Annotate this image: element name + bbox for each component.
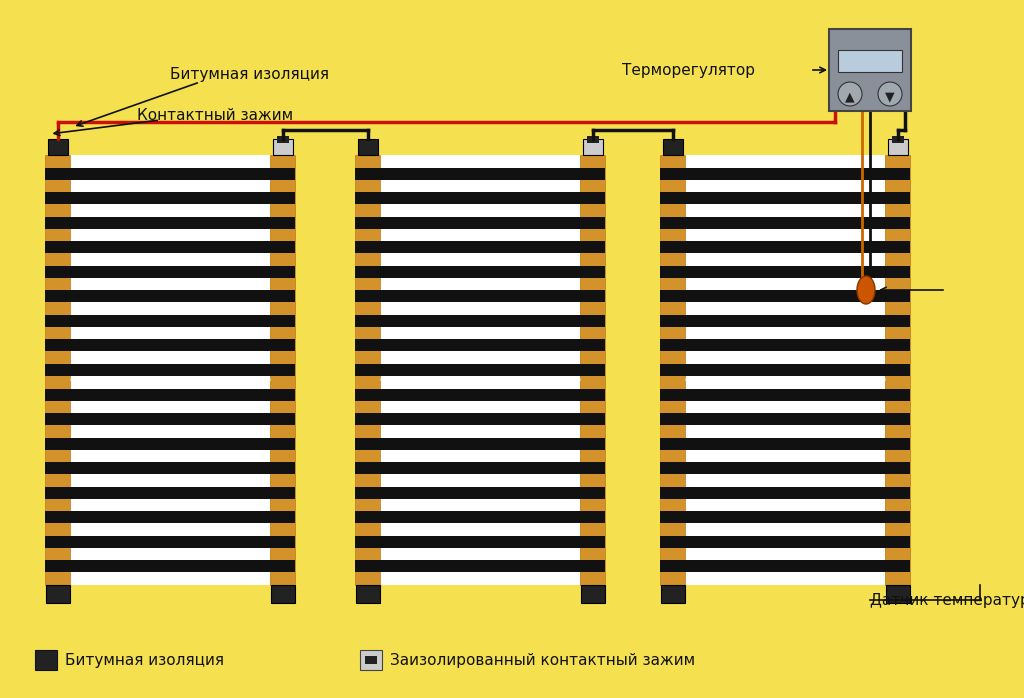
Bar bbox=[660, 438, 910, 450]
Text: Заизолированный контактный зажим: Заизолированный контактный зажим bbox=[390, 653, 695, 667]
Bar bbox=[45, 438, 295, 450]
Bar bbox=[45, 560, 295, 572]
Bar bbox=[355, 192, 605, 204]
Bar bbox=[355, 438, 605, 450]
Bar bbox=[660, 413, 910, 425]
Bar bbox=[660, 290, 910, 302]
Bar bbox=[355, 339, 605, 352]
Bar bbox=[355, 266, 605, 278]
Bar bbox=[45, 364, 295, 376]
Bar bbox=[660, 192, 910, 204]
Bar bbox=[660, 364, 910, 376]
Bar bbox=[365, 656, 377, 664]
Bar bbox=[355, 315, 605, 327]
Bar bbox=[355, 216, 605, 229]
Bar bbox=[685, 155, 885, 585]
Bar bbox=[45, 242, 295, 253]
Bar bbox=[581, 585, 604, 603]
Bar bbox=[587, 136, 598, 143]
Bar bbox=[660, 242, 910, 253]
Bar bbox=[660, 462, 910, 474]
Bar bbox=[660, 512, 910, 524]
FancyBboxPatch shape bbox=[829, 29, 911, 111]
Bar bbox=[660, 168, 910, 179]
Bar bbox=[660, 155, 685, 585]
Bar bbox=[355, 168, 605, 179]
Bar bbox=[838, 50, 902, 72]
Bar bbox=[355, 389, 605, 401]
Bar bbox=[45, 266, 295, 278]
Text: Контактный зажим: Контактный зажим bbox=[137, 107, 293, 123]
Bar bbox=[355, 364, 605, 376]
Bar bbox=[270, 155, 295, 585]
Circle shape bbox=[878, 82, 902, 106]
Ellipse shape bbox=[857, 276, 874, 304]
Bar bbox=[660, 389, 910, 401]
Bar bbox=[886, 585, 909, 603]
Bar bbox=[355, 512, 605, 524]
Text: Битумная изоляция: Битумная изоляция bbox=[65, 653, 224, 667]
Bar bbox=[270, 585, 295, 603]
Bar bbox=[35, 650, 57, 670]
Bar bbox=[663, 139, 683, 155]
Bar bbox=[660, 585, 684, 603]
Text: ▲: ▲ bbox=[845, 91, 855, 103]
Bar bbox=[276, 136, 289, 143]
Bar bbox=[660, 266, 910, 278]
Bar bbox=[45, 413, 295, 425]
Bar bbox=[45, 155, 70, 585]
Bar bbox=[660, 487, 910, 499]
Bar bbox=[45, 585, 70, 603]
Bar bbox=[45, 290, 295, 302]
Bar bbox=[580, 155, 605, 585]
Text: Битумная изоляция: Битумная изоляция bbox=[171, 68, 330, 82]
Bar bbox=[45, 216, 295, 229]
Bar bbox=[45, 315, 295, 327]
Bar bbox=[45, 536, 295, 548]
Bar bbox=[660, 315, 910, 327]
Bar bbox=[355, 462, 605, 474]
Bar bbox=[360, 650, 382, 670]
Bar bbox=[70, 155, 270, 585]
Bar bbox=[45, 512, 295, 524]
Bar bbox=[355, 487, 605, 499]
Bar bbox=[885, 155, 910, 585]
Bar bbox=[660, 536, 910, 548]
Bar bbox=[45, 168, 295, 179]
Bar bbox=[583, 139, 602, 155]
Bar bbox=[660, 560, 910, 572]
Bar bbox=[45, 192, 295, 204]
Bar bbox=[45, 389, 295, 401]
Bar bbox=[355, 560, 605, 572]
Bar bbox=[355, 413, 605, 425]
Bar bbox=[380, 155, 580, 585]
Bar bbox=[892, 136, 903, 143]
Bar bbox=[45, 339, 295, 352]
Bar bbox=[355, 585, 380, 603]
Circle shape bbox=[838, 82, 862, 106]
Bar bbox=[45, 487, 295, 499]
Bar bbox=[355, 290, 605, 302]
Text: Датчик температуры: Датчик температуры bbox=[870, 593, 1024, 607]
Bar bbox=[47, 139, 68, 155]
Text: ▼: ▼ bbox=[885, 91, 895, 103]
Text: Терморегулятор: Терморегулятор bbox=[622, 63, 755, 77]
Bar bbox=[888, 139, 907, 155]
Bar bbox=[660, 216, 910, 229]
Bar bbox=[357, 139, 378, 155]
Bar bbox=[355, 242, 605, 253]
Bar bbox=[660, 339, 910, 352]
Bar bbox=[45, 462, 295, 474]
Bar bbox=[272, 139, 293, 155]
Bar bbox=[355, 155, 380, 585]
Bar bbox=[355, 536, 605, 548]
